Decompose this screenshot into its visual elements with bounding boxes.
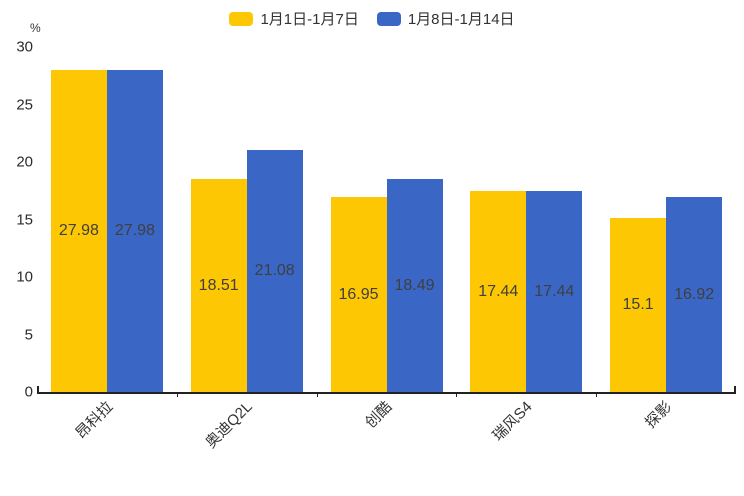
y-tick-label: 15: [16, 211, 33, 228]
x-axis-end-tick: [37, 386, 39, 392]
bar-1月1日-1月7日-瑞风S4[interactable]: 17.44: [470, 191, 527, 392]
category-label-创酷: 创酷: [362, 398, 396, 432]
bar-1月8日-1月14日-探影[interactable]: 16.92: [666, 197, 723, 392]
legend-swatch-week1-icon: [229, 11, 254, 26]
bar-1月8日-1月14日-昂科拉[interactable]: 27.98: [106, 70, 163, 392]
legend-item-week1[interactable]: 1月1日-1月7日: [229, 8, 359, 29]
bar-value-label: 27.98: [114, 222, 155, 240]
category-label-昂科拉: 昂科拉: [72, 398, 117, 443]
x-axis-tick: [456, 392, 458, 397]
bar-value-label: 21.08: [254, 261, 295, 279]
bar-value-label: 27.98: [58, 222, 99, 240]
y-axis-unit-label: %: [30, 21, 41, 35]
bar-value-label: 15.1: [622, 296, 654, 314]
bar-1月1日-1月7日-探影[interactable]: 15.1: [610, 218, 667, 392]
bar-1月8日-1月14日-创酷[interactable]: 18.49: [386, 179, 443, 392]
legend-item-week2[interactable]: 1月8日-1月14日: [376, 8, 515, 29]
legend-label-week1: 1月1日-1月7日: [260, 11, 359, 28]
bar-value-label: 17.44: [478, 282, 519, 300]
legend: 1月1日-1月7日 1月8日-1月14日: [0, 8, 744, 29]
x-axis-end-tick: [734, 386, 736, 392]
category-label-探影: 探影: [642, 398, 676, 432]
y-tick-label: 0: [24, 383, 33, 401]
y-tick-label: 5: [24, 326, 33, 343]
bar-1月1日-1月7日-奥迪Q2L[interactable]: 18.51: [190, 179, 247, 392]
bar-1月1日-1月7日-创酷[interactable]: 16.95: [330, 197, 387, 392]
y-tick-label: 20: [16, 153, 33, 171]
y-tick-label: 30: [16, 38, 33, 56]
bar-value-label: 17.44: [534, 282, 575, 300]
bar-value-label: 18.49: [394, 276, 435, 294]
x-axis-tick: [596, 392, 598, 397]
bar-value-label: 16.95: [338, 285, 379, 303]
x-axis-tick: [176, 392, 178, 397]
x-axis-tick: [316, 392, 318, 397]
legend-swatch-week2-icon: [376, 11, 401, 26]
category-label-奥迪Q2L: 奥迪Q2L: [202, 398, 257, 452]
category-label-瑞风S4: 瑞风S4: [489, 398, 536, 445]
y-tick-label: 25: [16, 96, 33, 113]
plot-area: 27.98 27.98 18.51 21.08 16.95 18.49 17.44 17.44…: [37, 47, 736, 397]
bar-1月8日-1月14日-奥迪Q2L[interactable]: 21.08: [246, 149, 303, 392]
bar-1月1日-1月7日-昂科拉[interactable]: 27.98: [50, 70, 107, 392]
legend-label-week2: 1月8日-1月14日: [407, 11, 515, 28]
bar-value-label: 18.51: [198, 276, 239, 294]
y-tick-label: 10: [16, 268, 33, 286]
bar-1月8日-1月14日-瑞风S4[interactable]: 17.44: [526, 191, 583, 392]
bar-value-label: 16.92: [674, 285, 715, 303]
